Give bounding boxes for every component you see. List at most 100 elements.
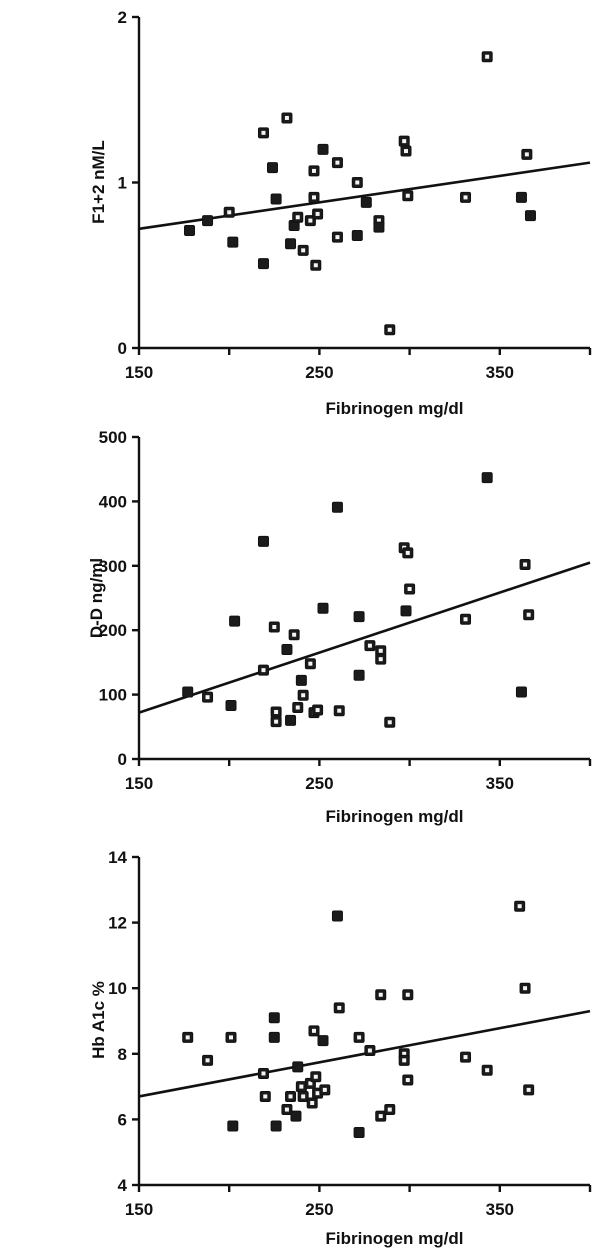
data-point-center — [261, 1071, 266, 1076]
data-point-center — [315, 1091, 320, 1096]
chart-3: 4 6 8 10 12 14 150 250 350 Fibrinogen mg/dl Hb A1c… — [89, 848, 592, 1248]
data-point-center — [367, 643, 372, 648]
data-point — [257, 535, 269, 547]
y-tick-label: 400 — [99, 492, 127, 511]
data-point-center — [485, 54, 490, 59]
data-point — [290, 1110, 302, 1122]
data-point-center — [387, 1107, 392, 1112]
data-point-center — [335, 160, 340, 165]
y-tick-label: 0 — [118, 750, 127, 769]
y-tick-label: 10 — [108, 979, 127, 998]
regression-line — [138, 561, 591, 714]
x-tick-label: 350 — [486, 774, 514, 793]
y-tick-label: 8 — [118, 1045, 127, 1064]
x-tick-label: 250 — [305, 1200, 333, 1219]
y-tick-label: 500 — [99, 428, 127, 447]
data-point-center — [378, 992, 383, 997]
data-point — [373, 221, 385, 233]
data-point-center — [378, 657, 383, 662]
data-point-center — [523, 562, 528, 567]
data-point-center — [315, 211, 320, 216]
data-point-center — [485, 1068, 490, 1073]
y-tick-label: 2 — [118, 8, 127, 27]
data-point-center — [378, 648, 383, 653]
data-point-center — [301, 1094, 306, 1099]
y-tick-label: 12 — [108, 914, 127, 933]
data-point-center — [407, 586, 412, 591]
data-point — [295, 674, 307, 686]
x-axis-title: Fibrinogen mg/dl — [326, 1229, 464, 1248]
data-point-center — [274, 719, 279, 724]
data-point-center — [311, 195, 316, 200]
data-point-center — [308, 1081, 313, 1086]
data-point-center — [229, 1035, 234, 1040]
data-point — [257, 258, 269, 270]
x-tick-label: 250 — [305, 774, 333, 793]
y-tick-label: 6 — [118, 1110, 127, 1129]
data-point-center — [295, 215, 300, 220]
data-point-center — [402, 139, 407, 144]
x-axis-title: Fibrinogen mg/dl — [326, 399, 464, 418]
y-tick-label: 0 — [118, 339, 127, 358]
y-axis-title: D-D ng/ml — [87, 558, 106, 638]
data-point-center — [355, 180, 360, 185]
data-point-center — [405, 1078, 410, 1083]
data-point-center — [463, 1055, 468, 1060]
data-point-center — [301, 248, 306, 253]
data-point-center — [205, 1058, 210, 1063]
data-point-center — [295, 705, 300, 710]
data-point — [184, 224, 196, 236]
data-point-center — [308, 661, 313, 666]
data-point-center — [261, 668, 266, 673]
data-point — [317, 1035, 329, 1047]
data-point — [225, 700, 237, 712]
data-point-center — [322, 1087, 327, 1092]
data-point — [281, 644, 293, 656]
data-point — [270, 1120, 282, 1132]
y-tick-label: 300 — [99, 557, 127, 576]
data-point — [292, 1061, 304, 1073]
data-point-center — [292, 632, 297, 637]
data-point-center — [526, 1087, 531, 1092]
data-point-center — [337, 708, 342, 713]
data-point-center — [263, 1094, 268, 1099]
data-point — [227, 236, 239, 248]
data-point-center — [315, 708, 320, 713]
data-point — [515, 686, 527, 698]
data-point-center — [311, 1028, 316, 1033]
data-point — [353, 1127, 365, 1139]
y-tick-label: 14 — [108, 848, 127, 867]
data-point — [331, 501, 343, 513]
data-point-center — [517, 904, 522, 909]
data-point-center — [313, 263, 318, 268]
chart-2: 0 100 200 300 400 500 150 250 350 Fibrinogen mg/d… — [87, 428, 592, 826]
data-point-center — [227, 210, 232, 215]
data-point-center — [299, 1084, 304, 1089]
data-point — [229, 615, 241, 627]
data-point-center — [311, 168, 316, 173]
y-tick-label: 4 — [118, 1176, 128, 1195]
data-point-center — [524, 152, 529, 157]
data-point-center — [357, 1035, 362, 1040]
x-tick-label: 150 — [125, 363, 153, 382]
data-point-center — [205, 695, 210, 700]
data-point — [268, 1031, 280, 1043]
data-point-center — [367, 1048, 372, 1053]
data-point-center — [313, 1074, 318, 1079]
data-point-center — [301, 693, 306, 698]
data-point-center — [261, 130, 266, 135]
data-point — [515, 191, 527, 203]
data-point-center — [387, 720, 392, 725]
data-point-center — [284, 1107, 289, 1112]
data-point — [400, 605, 412, 617]
data-point — [353, 669, 365, 681]
data-point-center — [405, 193, 410, 198]
data-point-center — [463, 195, 468, 200]
data-point — [317, 143, 329, 155]
data-point — [524, 210, 536, 222]
data-point-center — [402, 1051, 407, 1056]
data-point — [268, 1012, 280, 1024]
data-point — [317, 602, 329, 614]
data-point — [285, 714, 297, 726]
